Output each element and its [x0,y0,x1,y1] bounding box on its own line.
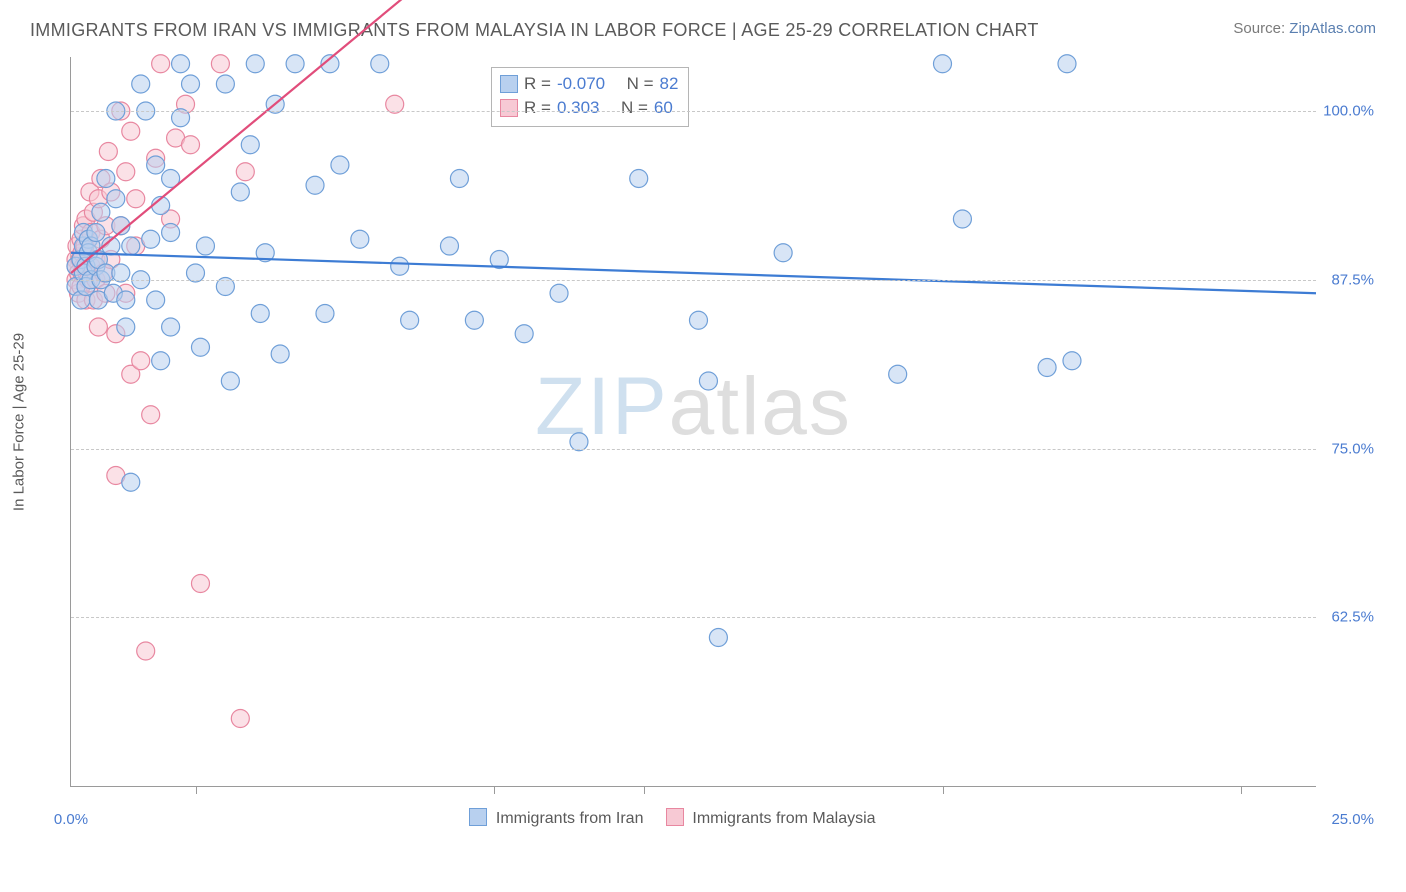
xtick [494,786,495,794]
swatch-series1 [500,75,518,93]
gridline-h [71,617,1316,618]
xtick [196,786,197,794]
plot-area: In Labor Force | Age 25-29 ZIPatlas R = … [70,57,1316,787]
plot-svg [71,57,1316,786]
xtick [943,786,944,794]
legend-series2: Immigrants from Malaysia [692,810,875,827]
swatch-series1-b [469,808,487,826]
ytick-label: 87.5% [1331,271,1374,288]
ytick-label: 100.0% [1323,103,1374,120]
ytick-label: 75.0% [1331,440,1374,457]
xtick [1241,786,1242,794]
legend-bottom: Immigrants from Iran Immigrants from Mal… [71,808,1256,828]
chart-title: IMMIGRANTS FROM IRAN VS IMMIGRANTS FROM … [30,20,1039,41]
source-prefix: Source: [1233,20,1289,37]
chart: In Labor Force | Age 25-29 ZIPatlas R = … [70,47,1376,827]
source-link[interactable]: ZipAtlas.com [1289,20,1376,37]
y-axis-label: In Labor Force | Age 25-29 [11,332,28,510]
gridline-h [71,280,1316,281]
legend-top: R = -0.070 N = 82 R = 0.303 N = 60 [491,67,689,127]
gridline-h [71,111,1316,112]
x-max-label: 25.0% [1331,811,1374,828]
source: Source: ZipAtlas.com [1233,20,1376,37]
header: IMMIGRANTS FROM IRAN VS IMMIGRANTS FROM … [0,0,1406,47]
xtick [644,786,645,794]
ytick-label: 62.5% [1331,609,1374,626]
gridline-h [71,449,1316,450]
swatch-series2-b [666,808,684,826]
legend-row-2: R = 0.303 N = 60 [500,96,678,120]
swatch-series2 [500,99,518,117]
legend-series1: Immigrants from Iran [496,810,644,827]
legend-row-1: R = -0.070 N = 82 [500,72,678,96]
